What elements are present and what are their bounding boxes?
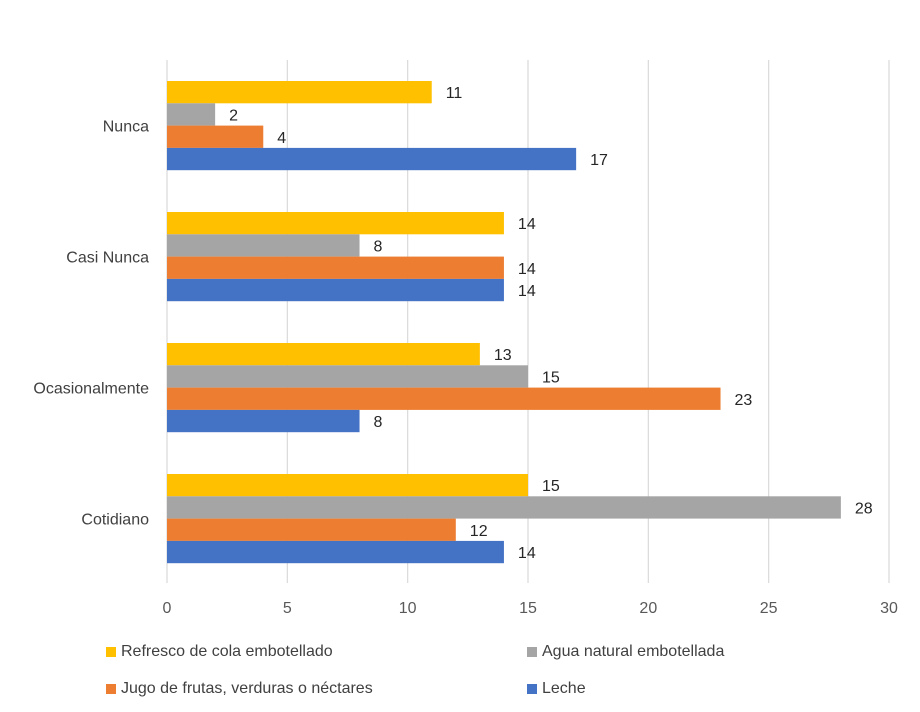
- data-labels: 11 2 4 17 14 8 14 14 13 15 23 8 15 28 12 14: [229, 85, 873, 562]
- bar: [167, 540, 504, 564]
- data-label: 4: [277, 130, 286, 147]
- bar: [167, 125, 264, 148]
- bar: [167, 147, 577, 171]
- x-tick-label: 20: [639, 600, 657, 617]
- bars: [167, 81, 841, 564]
- bar: [167, 518, 456, 541]
- bar: [167, 387, 721, 410]
- bar: [167, 212, 504, 235]
- category-label: Casi Nunca: [66, 250, 149, 267]
- data-label: 13: [494, 347, 512, 364]
- legend-label: Jugo de frutas, verduras o néctares: [121, 680, 373, 697]
- bar: [167, 256, 504, 279]
- bar: [167, 234, 360, 257]
- data-label: 28: [855, 500, 873, 517]
- data-label: 14: [518, 216, 536, 233]
- data-label: 17: [590, 152, 608, 169]
- data-label: 8: [374, 238, 383, 255]
- category-label: Nunca: [103, 119, 149, 136]
- legend-swatch-agua: [527, 647, 537, 657]
- x-tick-label: 25: [760, 600, 778, 617]
- legend-item-jugo[interactable]: Jugo de frutas, verduras o néctares: [106, 680, 373, 698]
- data-label: 23: [735, 392, 753, 409]
- data-label: 12: [470, 523, 488, 540]
- category-labels: Nunca Casi Nunca Ocasionalmente Cotidiano: [33, 119, 149, 529]
- legend-swatch-leche: [527, 684, 537, 694]
- data-label: 14: [518, 545, 536, 562]
- bar: [167, 496, 841, 519]
- legend-item-refresco[interactable]: Refresco de cola embotellado: [106, 643, 333, 661]
- data-label: 15: [542, 478, 560, 495]
- bar: [167, 365, 528, 388]
- legend-label: Leche: [542, 680, 586, 697]
- bar: [167, 343, 480, 366]
- legend-swatch-refresco: [106, 647, 116, 657]
- gridlines: [166, 60, 890, 583]
- bar: [167, 103, 216, 126]
- data-label: 2: [229, 107, 238, 124]
- bar: [167, 409, 360, 433]
- x-tick-label: 0: [163, 600, 172, 617]
- legend-item-leche[interactable]: Leche: [527, 680, 586, 698]
- data-label: 14: [518, 261, 536, 278]
- data-label: 15: [542, 369, 560, 386]
- x-tick-label: 30: [880, 600, 898, 617]
- category-label: Cotidiano: [81, 512, 149, 529]
- x-tick-label: 10: [399, 600, 417, 617]
- data-label: 14: [518, 283, 536, 300]
- legend-item-agua[interactable]: Agua natural embotellada: [527, 643, 724, 661]
- bar: [167, 81, 432, 104]
- legend-swatch-jugo: [106, 684, 116, 694]
- x-axis-ticks: 0 5 10 15 20 25 30: [163, 600, 898, 617]
- bar: [167, 474, 528, 497]
- category-label: Ocasionalmente: [33, 381, 149, 398]
- x-tick-label: 15: [519, 600, 537, 617]
- bar: [167, 278, 504, 302]
- x-tick-label: 5: [283, 600, 292, 617]
- data-label: 11: [446, 85, 463, 102]
- data-label: 8: [374, 414, 383, 431]
- legend-label: Refresco de cola embotellado: [121, 643, 333, 660]
- legend-label: Agua natural embotellada: [542, 643, 725, 660]
